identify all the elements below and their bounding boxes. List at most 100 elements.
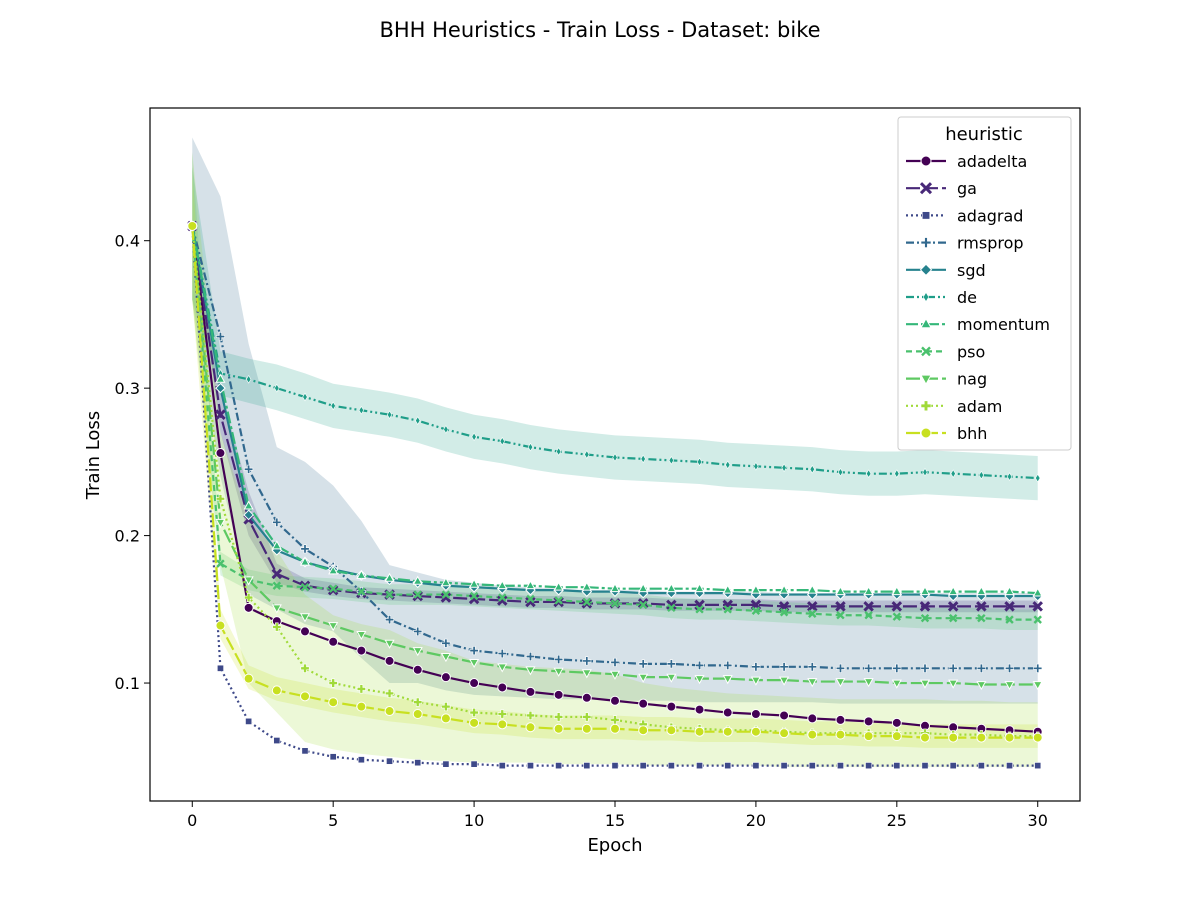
- point-adadelta: [666, 701, 677, 712]
- point-adadelta: [863, 716, 874, 727]
- point-momentum: [553, 581, 564, 591]
- point-momentum: [525, 580, 536, 590]
- point-pso: [610, 599, 620, 608]
- point-rmsprop: [779, 662, 789, 672]
- point-de: [499, 436, 505, 446]
- point-nag: [948, 679, 959, 689]
- point-de: [527, 442, 534, 452]
- legend-box: [897, 116, 1072, 451]
- point-bhh: [469, 717, 480, 728]
- point-adam: [413, 697, 423, 707]
- point-pso: [385, 590, 394, 599]
- point-bhh: [610, 723, 620, 734]
- point-pso: [751, 606, 761, 616]
- point-nag: [271, 604, 282, 614]
- point-momentum: [666, 583, 677, 593]
- legend-items: adadelta ga adagrad rmsprop sgd de momentum pso…: [906, 152, 1050, 443]
- point-de: [443, 425, 449, 434]
- point-momentum: [779, 584, 790, 594]
- point-pso: [328, 584, 338, 593]
- legend-item-adadelta: adadelta: [906, 152, 1027, 171]
- legend-label: nag: [957, 370, 987, 389]
- point-adam: [582, 712, 592, 722]
- point-nag: [384, 639, 395, 649]
- point-momentum: [976, 585, 987, 596]
- point-nag: [666, 673, 677, 683]
- point-momentum: [807, 584, 818, 594]
- point-rmsprop: [385, 615, 395, 625]
- point-de: [725, 460, 731, 470]
- point-pso: [723, 605, 732, 614]
- point-rmsprop: [554, 654, 564, 664]
- point-momentum: [750, 584, 761, 594]
- point-adagrad: [583, 762, 591, 770]
- point-adagrad: [667, 762, 675, 770]
- point-rmsprop: [215, 332, 225, 342]
- legend-swatch-marker: [921, 211, 931, 220]
- point-pso: [920, 613, 930, 623]
- point-momentum: [243, 500, 254, 510]
- point-momentum: [440, 577, 451, 587]
- point-adam: [244, 593, 254, 603]
- point-ga: [497, 595, 508, 606]
- legend-swatch-marker: [919, 182, 933, 195]
- point-nag: [609, 670, 621, 680]
- point-adadelta: [610, 695, 620, 706]
- point-momentum: [356, 569, 367, 579]
- legend-item-bhh: bhh: [906, 424, 987, 443]
- point-nag: [807, 678, 818, 688]
- point-adadelta: [215, 448, 226, 459]
- point-bhh: [412, 709, 423, 720]
- point-de: [978, 470, 985, 480]
- point-momentum: [1004, 585, 1015, 596]
- point-ga: [525, 596, 536, 608]
- point-rmsprop: [497, 649, 507, 659]
- point-adadelta: [328, 636, 339, 647]
- point-pso: [498, 593, 507, 602]
- x-tick-label: 10: [464, 811, 484, 830]
- point-rmsprop: [666, 659, 676, 669]
- point-pso: [441, 590, 451, 599]
- point-bhh: [1032, 732, 1043, 743]
- point-ga: [891, 601, 903, 612]
- point-rmsprop: [244, 464, 254, 474]
- legend-label: adagrad: [957, 206, 1023, 225]
- x-tick-label: 20: [746, 811, 766, 830]
- legend-swatch-marker: [920, 317, 932, 329]
- point-bhh: [694, 726, 705, 737]
- point-sgd: [243, 509, 254, 521]
- point-ga: [1032, 601, 1043, 612]
- point-de: [753, 461, 759, 471]
- point-pso: [526, 594, 535, 604]
- point-adagrad: [724, 762, 732, 770]
- x-tick-label: 5: [328, 811, 338, 830]
- point-pso: [836, 611, 845, 620]
- point-bhh: [187, 220, 198, 231]
- point-bhh: [497, 719, 508, 730]
- point-adam: [385, 688, 395, 698]
- point-nag: [835, 678, 846, 688]
- legend-swatch-marker: [922, 291, 930, 303]
- series-markers: [186, 220, 1044, 770]
- legend-swatch-marker: [920, 237, 932, 248]
- point-adadelta: [779, 710, 790, 721]
- point-nag: [750, 676, 761, 686]
- point-nag: [469, 658, 480, 669]
- point-nag: [215, 518, 226, 528]
- point-bhh: [807, 729, 818, 740]
- point-de: [668, 456, 675, 465]
- point-adagrad: [921, 762, 929, 770]
- point-nag: [1004, 681, 1015, 691]
- point-bhh: [215, 620, 226, 631]
- point-adadelta: [384, 655, 395, 666]
- y-tick-label: 0.4: [115, 232, 140, 251]
- point-momentum: [328, 565, 339, 575]
- x-axis: 0 5 10 15 20 25 30: [187, 801, 1048, 830]
- point-adadelta: [581, 692, 592, 703]
- point-nag: [553, 667, 564, 677]
- point-adadelta: [469, 678, 480, 689]
- legend-label: momentum: [957, 315, 1050, 334]
- point-rmsprop: [948, 663, 958, 673]
- point-nag: [638, 673, 649, 683]
- point-bhh: [779, 728, 790, 739]
